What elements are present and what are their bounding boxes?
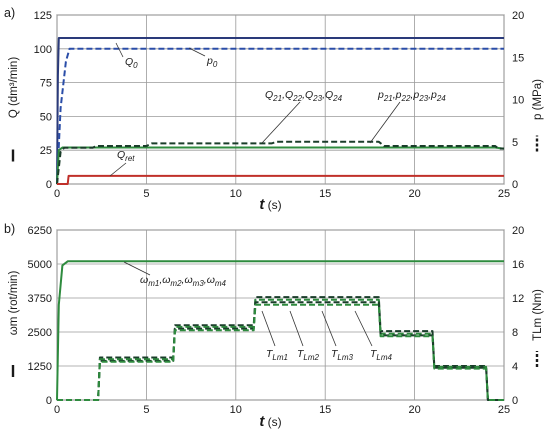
annotation-label: TLm2​ [297, 348, 320, 362]
series-line-tlm1 [57, 296, 504, 401]
y-axis-label: ωm (rot/min) [8, 271, 20, 336]
y-right-tick-label: 12 [512, 293, 524, 305]
x-tick-label: 15 [319, 404, 331, 416]
y-tick-label: 2500 [28, 327, 52, 339]
y-right-axis-label: p (MPa) [532, 79, 544, 120]
y-right-tick-label: 0 [512, 395, 518, 407]
y-tick-label: 50 [40, 111, 52, 123]
y-tick-label: 1250 [28, 361, 52, 373]
x-tick-label: 25 [498, 188, 510, 200]
y-right-axis-label: TLm (Nm) [532, 289, 544, 341]
y-axis-label-group: ωm (rot/min) [8, 271, 20, 377]
annotation-label: TLm1​ [266, 348, 288, 362]
series-line-tlm2 [57, 298, 504, 401]
annotation-leader-line [115, 42, 124, 58]
panel-label: b) [4, 222, 15, 236]
y-right-tick-label: 0 [512, 179, 518, 191]
x-tick-label: 5 [143, 404, 149, 416]
y-right-tick-label: 8 [512, 327, 518, 339]
x-tick-label: 20 [408, 404, 420, 416]
y-right-tick-label: 10 [512, 95, 524, 107]
series-line-q21-q22-q23-q24 [56, 146, 505, 185]
y-tick-label: 100 [34, 44, 52, 56]
y-axis-label: Q (dm³/min) [8, 57, 20, 119]
annotation-label: ωm1​,ωm2​,ωm3​,ωm4​ [140, 274, 227, 288]
y-right-tick-label: 5 [512, 137, 518, 149]
plot-frame [56, 14, 505, 185]
y-right-tick-label: 4 [512, 361, 518, 373]
panel-b: 0 5 10 15 20 25012502500375050006250048121620… [4, 222, 544, 430]
y-right-axis-label-group: p (MPa) [532, 79, 544, 152]
y-tick-label: 125 [34, 10, 52, 22]
x-tick-label: 25 [498, 404, 510, 416]
y-tick-label: 75 [40, 78, 52, 90]
series-line-ωm1-ωm2-ωm3-ωm4 [56, 260, 504, 401]
panel-label: a) [4, 6, 15, 20]
y-axis-label-group: Q (dm³/min) [8, 57, 20, 162]
y-tick-label: 0 [46, 395, 52, 407]
annotation-leader-line [123, 261, 151, 276]
annotation-label: Q21​,Q22​,Q23​,Q24​ [265, 89, 343, 103]
y-right-tick-label: 20 [512, 225, 524, 237]
x-tick-label: 10 [230, 404, 242, 416]
x-tick-label: 15 [319, 188, 331, 200]
annotation-leader-line [321, 310, 337, 347]
series-line-p0 [56, 47, 504, 185]
series-line-tlm4 [57, 303, 504, 401]
x-tick-label: 0 [54, 188, 60, 200]
x-tick-label: 20 [408, 188, 420, 200]
series-line-p21-p22-p23-p24 [56, 140, 504, 185]
annotation-leader-line [109, 162, 127, 177]
annotation-leader-line [261, 101, 301, 144]
y-tick-label: 25 [40, 145, 52, 157]
series-line-qret [57, 174, 504, 185]
y-tick-label: 0 [46, 179, 52, 191]
y-tick-label: 3750 [28, 293, 52, 305]
series-line-q0 [56, 37, 504, 185]
annotation-label: p21​,p22​,p23​,p24​ [377, 89, 446, 103]
y-right-tick-label: 20 [512, 10, 524, 22]
annotation-label: Q0​ [125, 56, 138, 70]
annotation-label: Qret​ [117, 149, 135, 163]
plot-frame [56, 229, 505, 401]
x-tick-label: 5 [143, 188, 149, 200]
x-tick-label: 10 [230, 188, 242, 200]
x-axis-label: t (s) [259, 196, 281, 213]
y-tick-label: 6250 [28, 225, 52, 237]
y-right-tick-label: 15 [512, 52, 524, 64]
annotation-label: TLm4​ [370, 348, 393, 362]
x-axis-label: t (s) [259, 413, 281, 430]
annotation-leader-line [188, 47, 206, 57]
annotation-leader-line [289, 310, 304, 347]
x-tick-label: 0 [54, 404, 60, 416]
y-right-tick-label: 16 [512, 259, 524, 271]
annotation-leader-line [369, 101, 401, 144]
annotation-leader-line [354, 310, 373, 347]
annotation-label: TLm3​ [331, 348, 354, 362]
y-right-axis-label-group: TLm (Nm) [532, 289, 544, 367]
y-tick-label: 5000 [28, 259, 52, 271]
annotation-leader-line [261, 310, 276, 347]
annotation-label: p0​ [206, 55, 218, 69]
